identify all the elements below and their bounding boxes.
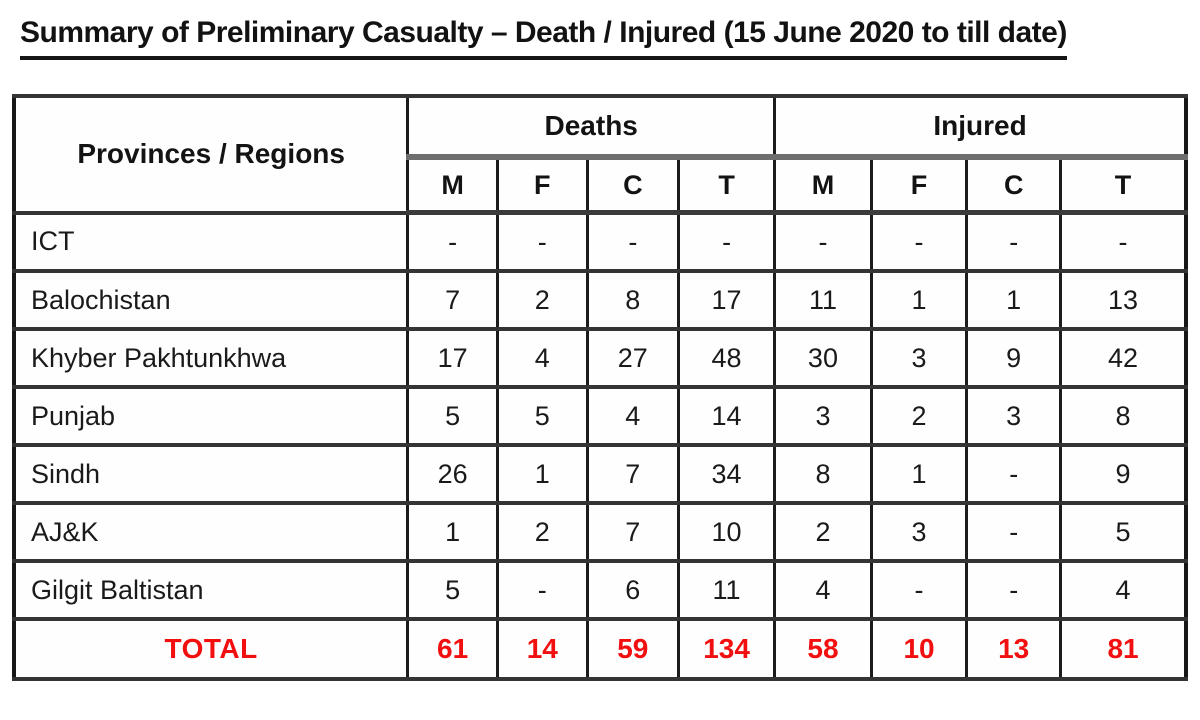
grand-total-cell: 61	[406, 617, 499, 681]
deaths-total-header: T	[677, 155, 777, 215]
total-value-cell: -	[1059, 210, 1188, 273]
value-cell: -	[773, 210, 873, 273]
value-cell: 7	[585, 501, 681, 563]
value-cell: 2	[495, 501, 589, 563]
injured-female-header: F	[869, 155, 969, 215]
total-value-cell: 17	[677, 269, 777, 331]
grand-total-cell: 10	[869, 617, 969, 681]
total-value-cell: 14	[677, 385, 777, 447]
value-cell: -	[406, 210, 499, 273]
provinces-regions-header: Provinces / Regions	[12, 94, 410, 215]
total-value-cell: 10	[677, 501, 777, 563]
value-cell: 7	[406, 269, 499, 331]
total-value-cell: 8	[1059, 385, 1188, 447]
value-cell: 3	[869, 501, 969, 563]
injured-total-header: T	[1059, 155, 1188, 215]
injured-group-header: Injured	[773, 94, 1188, 160]
total-value-cell: 5	[1059, 501, 1188, 563]
province-cell: Punjab	[12, 385, 410, 447]
total-value-cell: 34	[677, 443, 777, 505]
table-row-ict: ICT - - - - - - - -	[12, 210, 1188, 273]
total-value-cell: 42	[1059, 327, 1188, 389]
province-cell: Khyber Pakhtunkhwa	[12, 327, 410, 389]
province-cell: AJ&K	[12, 501, 410, 563]
table-row-khyber-pakhtunkhwa: Khyber Pakhtunkhwa 17 4 27 48 30 3 9 42	[12, 327, 1188, 389]
value-cell: 5	[406, 385, 499, 447]
page-title: Summary of Preliminary Casualty – Death …	[20, 16, 1067, 60]
grand-total-cell: 134	[677, 617, 777, 681]
value-cell: 26	[406, 443, 499, 505]
grand-total-cell: 59	[585, 617, 681, 681]
injured-child-header: C	[965, 155, 1063, 215]
value-cell: 5	[406, 559, 499, 621]
table-row-sindh: Sindh 26 1 7 34 8 1 - 9	[12, 443, 1188, 505]
deaths-group-header: Deaths	[406, 94, 777, 160]
value-cell: 2	[773, 501, 873, 563]
total-value-cell: 48	[677, 327, 777, 389]
value-cell: 3	[773, 385, 873, 447]
value-cell: -	[965, 443, 1063, 505]
province-cell: Balochistan	[12, 269, 410, 331]
value-cell: 1	[495, 443, 589, 505]
value-cell: 6	[585, 559, 681, 621]
value-cell: 17	[406, 327, 499, 389]
value-cell: 1	[406, 501, 499, 563]
table-row-balochistan: Balochistan 7 2 8 17 11 1 1 13	[12, 269, 1188, 331]
value-cell: -	[965, 501, 1063, 563]
deaths-male-header: M	[406, 155, 499, 215]
deaths-female-header: F	[495, 155, 589, 215]
value-cell: 9	[965, 327, 1063, 389]
grand-total-cell: 14	[495, 617, 589, 681]
total-value-cell: 4	[1059, 559, 1188, 621]
value-cell: -	[965, 559, 1063, 621]
table-row-ajk: AJ&K 1 2 7 10 2 3 - 5	[12, 501, 1188, 563]
total-value-cell: -	[677, 210, 777, 273]
value-cell: 11	[773, 269, 873, 331]
value-cell: 3	[869, 327, 969, 389]
value-cell: -	[869, 559, 969, 621]
injured-male-header: M	[773, 155, 873, 215]
grand-total-cell: 81	[1059, 617, 1188, 681]
value-cell: 5	[495, 385, 589, 447]
value-cell: -	[495, 210, 589, 273]
province-cell: Sindh	[12, 443, 410, 505]
value-cell: 2	[495, 269, 589, 331]
value-cell: 27	[585, 327, 681, 389]
table-group-header-row: Provinces / Regions Deaths Injured	[12, 94, 1188, 215]
value-cell: 8	[773, 443, 873, 505]
value-cell: 2	[869, 385, 969, 447]
total-value-cell: 13	[1059, 269, 1188, 331]
deaths-child-header: C	[585, 155, 681, 215]
table-total-row: TOTAL 61 14 59 134 58 10 13 81	[12, 617, 1188, 681]
value-cell: 30	[773, 327, 873, 389]
total-label-cell: TOTAL	[12, 617, 410, 681]
value-cell: 4	[585, 385, 681, 447]
value-cell: 3	[965, 385, 1063, 447]
value-cell: 4	[773, 559, 873, 621]
province-cell: ICT	[12, 210, 410, 273]
value-cell: -	[585, 210, 681, 273]
table-row-punjab: Punjab 5 5 4 14 3 2 3 8	[12, 385, 1188, 447]
table-subheader-row: M F C T M F C T	[14, 155, 1188, 215]
province-cell: Gilgit Baltistan	[12, 559, 410, 621]
value-cell: 4	[495, 327, 589, 389]
casualty-summary-table: Provinces / Regions Deaths Injured M F C…	[12, 94, 1188, 681]
value-cell: 1	[869, 443, 969, 505]
value-cell: -	[495, 559, 589, 621]
total-value-cell: 9	[1059, 443, 1188, 505]
value-cell: -	[869, 210, 969, 273]
table-row-gilgit-baltistan: Gilgit Baltistan 5 - 6 11 4 - - 4	[12, 559, 1188, 621]
value-cell: -	[965, 210, 1063, 273]
value-cell: 7	[585, 443, 681, 505]
value-cell: 1	[869, 269, 969, 331]
total-value-cell: 11	[677, 559, 777, 621]
value-cell: 8	[585, 269, 681, 331]
grand-total-cell: 13	[965, 617, 1063, 681]
value-cell: 1	[965, 269, 1063, 331]
grand-total-cell: 58	[773, 617, 873, 681]
